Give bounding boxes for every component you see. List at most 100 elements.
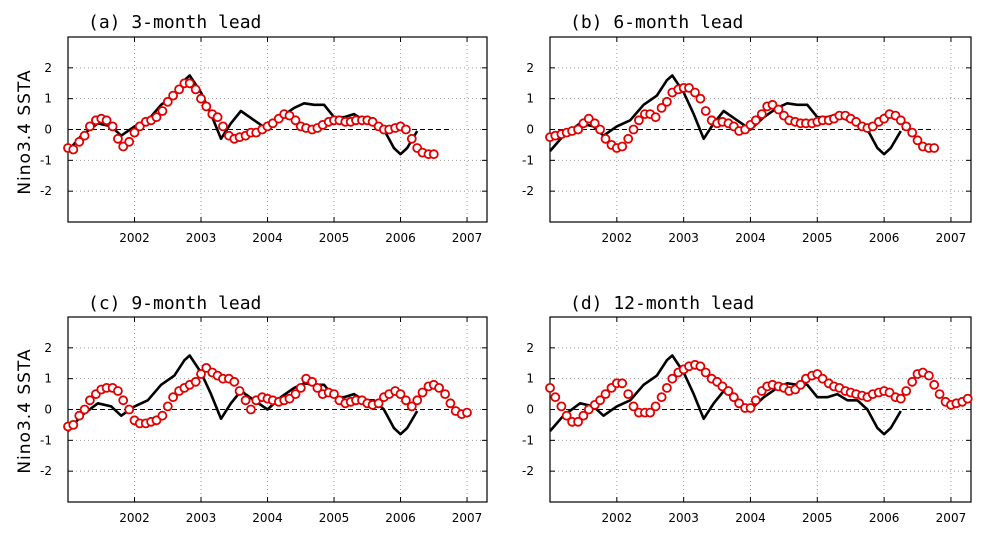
forecast-point	[162, 401, 173, 412]
y-tick-label: 0	[526, 403, 534, 417]
forecast-point	[695, 361, 706, 372]
forecast-point	[290, 115, 301, 126]
y-tick-label: 1	[526, 92, 534, 106]
forecast-point	[550, 392, 561, 403]
forecast-point	[589, 118, 600, 129]
forecast-point	[201, 101, 212, 112]
forecast-point	[745, 403, 756, 413]
forecast-point	[462, 407, 472, 418]
forecast-point	[234, 386, 245, 396]
x-tick-label: 2005	[319, 511, 350, 525]
forecast-point	[85, 395, 95, 406]
y-tick-label: -2	[522, 184, 534, 198]
forecast-point	[628, 401, 639, 412]
y-tick-label: 0	[44, 123, 52, 137]
y-tick-label: -2	[40, 464, 52, 478]
x-tick-label: 2004	[735, 511, 766, 525]
forecast-point	[907, 376, 918, 387]
x-tick-label: 2002	[119, 511, 150, 525]
x-tick-label: 2006	[869, 231, 900, 245]
forecast-point	[107, 121, 118, 132]
forecast-point	[68, 419, 79, 430]
panel-c: (c) 9-month lead Nino3.4 SSTA 2002 2003 20…	[15, 293, 488, 525]
y-tick-label: 0	[526, 123, 534, 137]
x-tick-label: 2002	[119, 231, 150, 245]
forecast-point	[428, 149, 439, 160]
x-tick-label: 2007	[936, 511, 967, 525]
y-tick-label: -1	[522, 153, 534, 167]
forecast-point	[395, 389, 406, 400]
forecast-point	[229, 376, 240, 387]
x-tick-label: 2003	[668, 511, 699, 525]
panel-b: (b) 6-month lead 2002 2003 2004 2005 2006 200…	[522, 12, 972, 245]
x-tick-label: 2005	[802, 511, 833, 525]
x-tick-label: 2003	[668, 231, 699, 245]
forecast-point	[690, 87, 700, 98]
y-tick-label: -1	[40, 153, 52, 167]
forecast-point	[578, 410, 589, 421]
forecast-point	[190, 84, 201, 95]
forecast-point	[895, 115, 906, 126]
x-tick-label: 2005	[319, 231, 350, 245]
forecast-point	[656, 392, 667, 403]
forecast-point	[595, 124, 605, 135]
forecast-point	[196, 93, 206, 104]
forecast-point	[617, 378, 628, 389]
forecast-point	[617, 141, 628, 152]
forecast-point	[245, 404, 256, 415]
x-tick-label: 2006	[385, 231, 416, 245]
forecast-point	[901, 121, 912, 132]
forecast-point	[400, 124, 411, 135]
forecast-point	[212, 112, 223, 123]
forecast-point	[124, 404, 135, 415]
forecast-point	[79, 404, 90, 415]
x-tick-label: 2007	[452, 511, 483, 525]
panel-a: (a) 3-month lead Nino3.4 SSTA 2002 2003 20…	[15, 12, 488, 245]
forecast-point	[406, 401, 417, 412]
forecast-point	[600, 133, 611, 144]
y-axis-label: Nino3.4 SSTA	[15, 348, 35, 473]
forecast-point	[168, 392, 179, 403]
forecast-point	[240, 395, 251, 406]
forecast-point	[68, 144, 79, 155]
forecast-point	[628, 124, 639, 135]
forecast-point	[750, 395, 761, 406]
forecast-point	[174, 84, 185, 95]
forecast-point	[912, 135, 923, 146]
x-tick-label: 2006	[869, 511, 900, 525]
forecast-point	[573, 124, 583, 135]
forecast-point	[445, 398, 456, 409]
forecast-point	[74, 410, 85, 421]
forecast-point	[412, 395, 423, 406]
forecast-point	[662, 96, 672, 107]
x-tick-label: 2003	[186, 231, 217, 245]
forecast-point	[118, 395, 129, 406]
forecast-point	[650, 401, 661, 412]
y-tick-label: -1	[40, 433, 52, 447]
x-tick-label: 2004	[735, 231, 766, 245]
forecast-point	[700, 367, 711, 378]
forecast-point	[595, 395, 605, 406]
forecast-point	[561, 410, 572, 421]
x-tick-label: 2002	[602, 231, 633, 245]
y-tick-label: 2	[44, 341, 52, 355]
y-tick-label: -2	[40, 184, 52, 198]
forecast-point	[124, 136, 135, 147]
forecast-point	[924, 370, 934, 381]
y-tick-label: 2	[526, 61, 534, 75]
forecast-point	[929, 379, 940, 390]
y-tick-label: 1	[44, 372, 52, 386]
forecast-point	[157, 106, 168, 116]
y-tick-label: 2	[44, 61, 52, 75]
forecast-point	[157, 410, 168, 421]
panel-title: (d) 12-month lead	[570, 293, 754, 314]
forecast-point	[634, 115, 644, 126]
x-tick-label: 2005	[802, 231, 833, 245]
forecast-point	[545, 382, 555, 393]
panel-title: (a) 3-month lead	[88, 12, 261, 33]
forecast-point	[728, 392, 739, 403]
forecast-point	[573, 416, 583, 427]
forecast-point	[168, 90, 179, 101]
panel-title: (b) 6-month lead	[570, 12, 743, 33]
